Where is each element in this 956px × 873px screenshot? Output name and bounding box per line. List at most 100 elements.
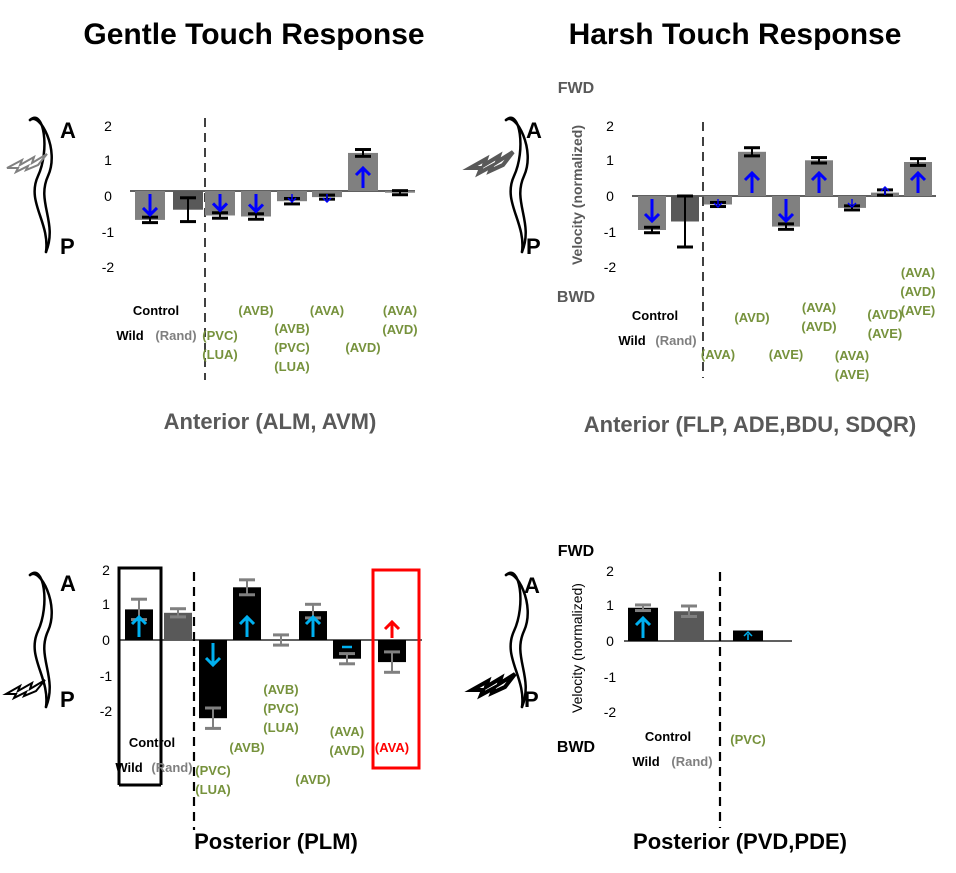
ablation-label: (AVA) [835,348,869,363]
up-arrow-icon-head [743,170,761,182]
touch-stimulus-icon [2,679,46,701]
fwd-label: FWD [558,543,594,560]
y-tick: -2 [604,704,617,720]
up-arrow-icon-head [810,170,828,182]
panel-harsh-anterior: A P FWD BWD Velocity (normalized) 2 1 0 … [462,80,936,437]
y-tick: 0 [104,188,112,204]
ablation-label: (LUA) [195,782,230,797]
control-label: Control [632,308,678,323]
highlight-box [371,568,421,770]
ablation-label: (AVE) [901,303,935,318]
ablation-label: (AVD) [900,284,935,299]
ablation-label: (AVA) [310,303,344,318]
rand-label: (Rand) [655,333,696,348]
panel-harsh-posterior: A P FWD BWD Velocity (normalized) 2 1 0 … [464,543,847,854]
y-tick: 2 [606,118,614,134]
wild-label: Wild [618,333,645,348]
down-arrow-icon-head [777,212,795,224]
posterior-label: P [60,234,75,259]
panel-gentle-posterior: A P 2 1 0 -1 -2 (PVC)(LUA)(AVB)(AVB)(PVC… [2,562,422,854]
worm-icon [28,116,53,254]
y-tick: -2 [102,259,115,275]
y-tick: -1 [604,669,617,685]
y-tick: 0 [102,632,110,648]
up-arrow-icon-head [909,170,927,182]
ablation-label: (AVE) [835,367,869,382]
anterior-label: A [60,571,76,596]
up-arrow-icon-head [238,614,256,626]
ablation-label: (AVD) [801,319,836,334]
wild-label: Wild [115,760,142,775]
rand-label: (Rand) [671,754,712,769]
control-label: Control [133,303,179,318]
ablation-label: (AVA) [330,724,364,739]
ablation-label: (AVD) [345,340,380,355]
y-tick: -1 [100,668,113,684]
ablation-label: (AVA) [901,265,935,280]
fwd-label: FWD [558,80,594,97]
ablation-label: (AVD) [295,772,330,787]
harsh-stimulus-icon [464,672,517,700]
up-arrow-icon-head [634,615,652,627]
wild-label: Wild [116,328,143,343]
down-arrow-icon-head [847,202,857,209]
up-arrow-icon-head [354,165,372,177]
harsh-title: Harsh Touch Response [569,18,902,51]
up-arrow-icon-head [130,614,148,626]
ablation-label: (LUA) [274,359,309,374]
ablation-label: (AVD) [867,307,902,322]
y-tick: 2 [102,562,110,578]
ablation-label: (AVA) [802,300,836,315]
down-arrow-icon-head [643,212,661,224]
harsh-stimulus-icon [462,150,515,178]
up-arrow-icon-head [880,185,890,192]
bwd-label: BWD [557,739,595,756]
panel-subtitle: Anterior (ALM, AVM) [164,409,377,434]
control-label: Control [645,729,691,744]
down-arrow-icon-head [287,197,297,204]
bar-series: (PVC) [628,603,766,747]
panel-subtitle: Posterior (PVD,PDE) [633,829,847,854]
ablation-label: (AVD) [329,743,364,758]
rand-label: (Rand) [151,760,192,775]
touch-stimulus-icon [6,153,48,175]
down-arrow-icon-head [322,197,332,204]
down-arrow-icon-head [211,202,229,213]
anterior-label: A [526,118,542,143]
ablation-label: (AVD) [382,322,417,337]
ablation-label: (AVE) [868,326,902,341]
anterior-label: A [524,573,540,598]
ablation-label: (PVC) [263,701,298,716]
y-tick: -1 [102,224,115,240]
y-axis-label: Velocity (normalized) [569,125,585,265]
y-tick: -2 [100,703,113,719]
posterior-label: P [524,687,539,712]
ablation-label: (AVE) [769,347,803,362]
y-tick: 1 [606,597,614,613]
ablation-label: (AVB) [238,303,273,318]
panel-subtitle: Anterior (FLP, ADE,BDU, SDQR) [584,412,916,437]
down-arrow-icon-head [247,203,265,214]
up-arrow-icon-head [304,614,322,626]
ablation-label: (AVB) [263,682,298,697]
bwd-label: BWD [557,289,595,306]
worm-icon [504,571,529,709]
y-axis-label: Velocity (normalized) [569,583,585,713]
ablation-label: (AVA) [383,303,417,318]
anterior-label: A [60,118,76,143]
down-arrow-icon-head [204,656,222,668]
up-arrow-icon-head [383,619,401,631]
y-tick: 2 [104,118,112,134]
ablation-label: (LUA) [202,347,237,362]
wild-label: Wild [632,754,659,769]
ablation-label: (AVA) [375,740,409,755]
ablation-label: (AVD) [734,310,769,325]
ablation-label: (AVB) [229,740,264,755]
rand-label: (Rand) [155,328,196,343]
panel-gentle-anterior: A P 2 1 0 -1 -2 (PVC)(LUA)(AVB)(AVB)(PVC… [6,116,418,434]
control-highlight-box [117,566,163,785]
y-tick: -2 [604,259,617,275]
gentle-title: Gentle Touch Response [83,18,424,51]
y-tick: 0 [606,188,614,204]
